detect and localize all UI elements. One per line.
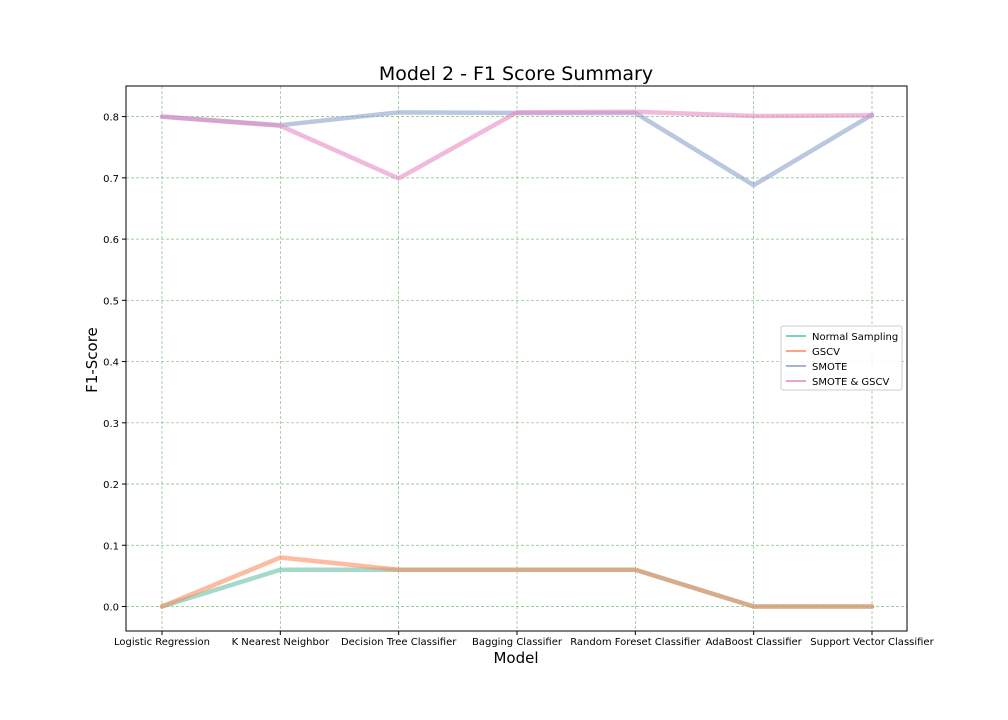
legend-frame [780,325,903,391]
y-axis-label: F1-Score [83,327,101,393]
x-tick-label: Bagging Classifier [472,637,563,648]
x-tick-label: Logistic Regression [114,637,210,648]
y-tick-label: 0.8 [103,113,119,124]
y-tick-label: 0.5 [103,296,119,307]
legend-label: SMOTE [812,362,847,373]
x-tick-label: K Nearest Neighbor [232,637,330,648]
legend-label: Normal Sampling [812,332,898,343]
legend-label: GSCV [812,347,840,358]
y-tick-label: 0.7 [103,174,119,185]
legend-label: SMOTE & GSCV [812,377,890,388]
legend: Normal Sampling GSCV SMOTE SMOTE & GSCV [780,325,903,391]
x-tick-label: Random Foreset Classifier [570,637,701,648]
y-tick-label: 0.0 [103,603,119,614]
chart-title: Model 2 - F1 Score Summary [379,63,653,85]
x-tick-label: Decision Tree Classifier [341,637,457,648]
y-tick-label: 0.1 [103,541,119,552]
y-tick-label: 0.3 [103,419,119,430]
series-line-3 [159,109,875,181]
x-axis-ticks: Logistic Regression K Nearest Neighbor Dec… [114,631,935,648]
series-lines [159,109,875,609]
x-tick-label: Support Vector Classifier [810,637,934,648]
y-tick-label: 0.6 [103,235,119,246]
y-tick-label: 0.2 [103,480,119,491]
x-axis-label: Model [493,649,538,667]
y-axis-ticks: 0.0 0.1 0.2 0.3 0.4 0.5 0.6 0.7 0.8 [103,113,126,614]
x-tick-label: AdaBoost Classifier [706,637,803,648]
y-tick-label: 0.4 [103,358,119,369]
series-line-1 [159,555,875,609]
